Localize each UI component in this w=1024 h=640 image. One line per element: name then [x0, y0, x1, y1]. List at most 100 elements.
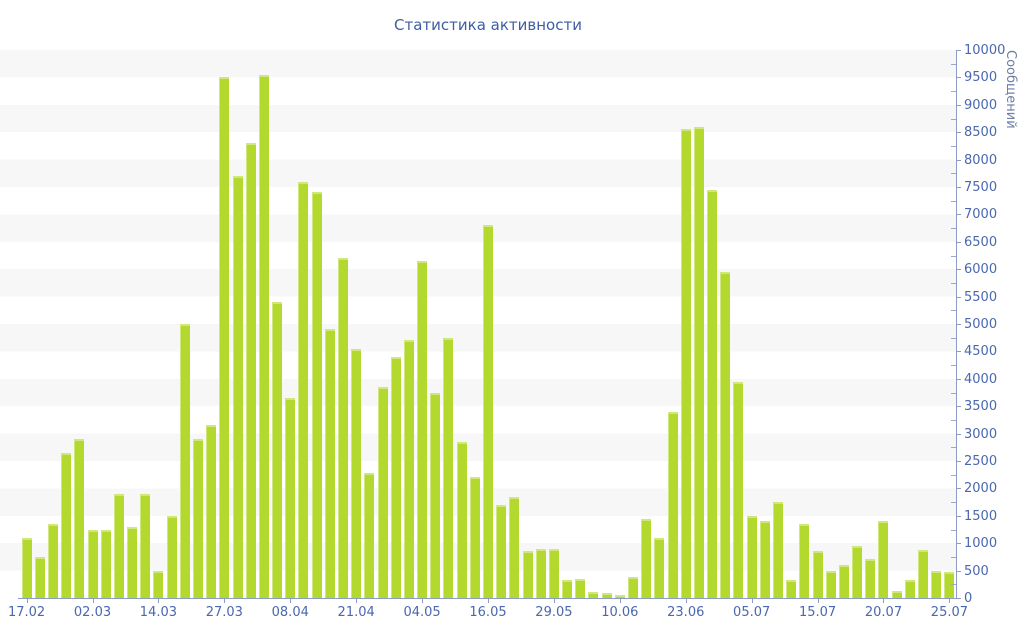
bar[interactable] — [74, 439, 85, 598]
bar[interactable] — [469, 477, 480, 598]
y-axis-tick — [956, 324, 961, 325]
x-axis-tick-label: 23.06 — [667, 605, 705, 620]
bar[interactable] — [667, 411, 678, 598]
bar[interactable] — [891, 591, 902, 598]
bar[interactable] — [364, 473, 375, 598]
bar[interactable] — [443, 337, 454, 598]
bar[interactable] — [87, 529, 98, 598]
bar[interactable] — [206, 425, 217, 598]
bar[interactable] — [773, 502, 784, 598]
y-axis-tick-label: 6500 — [964, 234, 998, 250]
bar[interactable] — [324, 329, 335, 598]
bar[interactable] — [865, 558, 876, 598]
bar[interactable] — [100, 529, 111, 598]
bar[interactable] — [153, 570, 164, 598]
bar[interactable] — [838, 565, 849, 598]
bar[interactable] — [601, 592, 612, 598]
bar[interactable] — [245, 143, 256, 598]
x-axis-tick-label: 04.05 — [403, 605, 441, 620]
y-axis-tick-label: 3500 — [964, 399, 998, 415]
bar[interactable] — [179, 324, 190, 598]
x-axis-tick-label: 02.03 — [73, 605, 112, 620]
bar[interactable] — [944, 571, 955, 598]
bar[interactable] — [575, 579, 586, 598]
bar[interactable] — [232, 176, 243, 598]
bar[interactable] — [113, 493, 124, 598]
bar[interactable] — [786, 579, 797, 598]
x-axis-tick-label: 17.02 — [7, 605, 46, 620]
bar[interactable] — [852, 545, 863, 598]
bar[interactable] — [298, 181, 309, 598]
x-axis-line — [18, 598, 957, 599]
bar[interactable] — [509, 496, 520, 598]
bar[interactable] — [812, 551, 823, 598]
y-axis-tick — [956, 543, 961, 545]
bar[interactable] — [377, 387, 388, 598]
bar[interactable] — [548, 548, 559, 598]
y-axis-tick-label: 9000 — [964, 97, 998, 113]
x-axis-tick — [883, 598, 885, 603]
bar[interactable] — [192, 439, 203, 598]
bar[interactable] — [456, 441, 467, 598]
bar[interactable] — [759, 521, 770, 598]
bar[interactable] — [904, 579, 915, 598]
bar[interactable] — [127, 526, 138, 598]
bar[interactable] — [61, 452, 72, 598]
bar[interactable] — [733, 381, 744, 598]
bar[interactable] — [403, 340, 414, 598]
bar[interactable] — [562, 580, 573, 598]
y-axis-minor-tick — [951, 228, 956, 230]
bar[interactable] — [693, 126, 704, 598]
y-axis-minor-tick — [951, 145, 956, 147]
bar[interactable] — [166, 515, 177, 598]
x-axis-tick-label: 20.07 — [864, 605, 903, 620]
y-axis-tick-label: 5000 — [964, 317, 998, 332]
y-axis-tick — [956, 378, 961, 380]
y-axis-minor-tick — [951, 556, 956, 558]
bar[interactable] — [707, 189, 718, 598]
bar[interactable] — [918, 549, 929, 598]
bar[interactable] — [219, 77, 230, 598]
bar[interactable] — [654, 537, 665, 598]
y-axis-tick-label: 9500 — [964, 70, 998, 86]
bar[interactable] — [614, 594, 625, 598]
bar[interactable] — [311, 192, 322, 598]
bar[interactable] — [285, 397, 296, 598]
bar[interactable] — [483, 225, 493, 598]
bar[interactable] — [390, 356, 401, 598]
bar[interactable] — [878, 521, 889, 598]
bar[interactable] — [535, 548, 546, 598]
bar[interactable] — [34, 556, 45, 598]
bar[interactable] — [628, 576, 638, 598]
bar[interactable] — [272, 302, 283, 598]
bar[interactable] — [588, 591, 599, 598]
bar[interactable] — [496, 504, 507, 598]
bar[interactable] — [430, 392, 441, 598]
y-axis-tick — [956, 132, 961, 134]
bar[interactable] — [140, 493, 151, 598]
bar[interactable] — [641, 518, 652, 598]
bar[interactable] — [720, 271, 731, 598]
bar[interactable] — [825, 570, 836, 598]
y-axis-minor-tick — [951, 255, 956, 257]
y-axis-tick-label: 10000 — [964, 43, 1006, 58]
bar[interactable] — [21, 537, 32, 598]
bar[interactable] — [258, 74, 269, 598]
y-axis-tick — [956, 488, 961, 490]
bar[interactable] — [746, 515, 757, 598]
bar[interactable] — [47, 524, 58, 598]
bar[interactable] — [522, 551, 533, 598]
x-axis-tick — [553, 598, 555, 603]
bar[interactable] — [417, 260, 428, 598]
bar[interactable] — [680, 129, 691, 598]
bar[interactable] — [931, 570, 942, 598]
y-axis-minor-tick — [951, 392, 956, 394]
y-axis-minor-tick — [951, 282, 956, 284]
y-axis-tick-label: 6000 — [964, 262, 998, 278]
y-axis-minor-tick — [951, 419, 956, 421]
x-axis-tick — [949, 598, 951, 603]
bar[interactable] — [799, 524, 810, 598]
bar[interactable] — [337, 258, 348, 598]
bar[interactable] — [351, 348, 362, 598]
